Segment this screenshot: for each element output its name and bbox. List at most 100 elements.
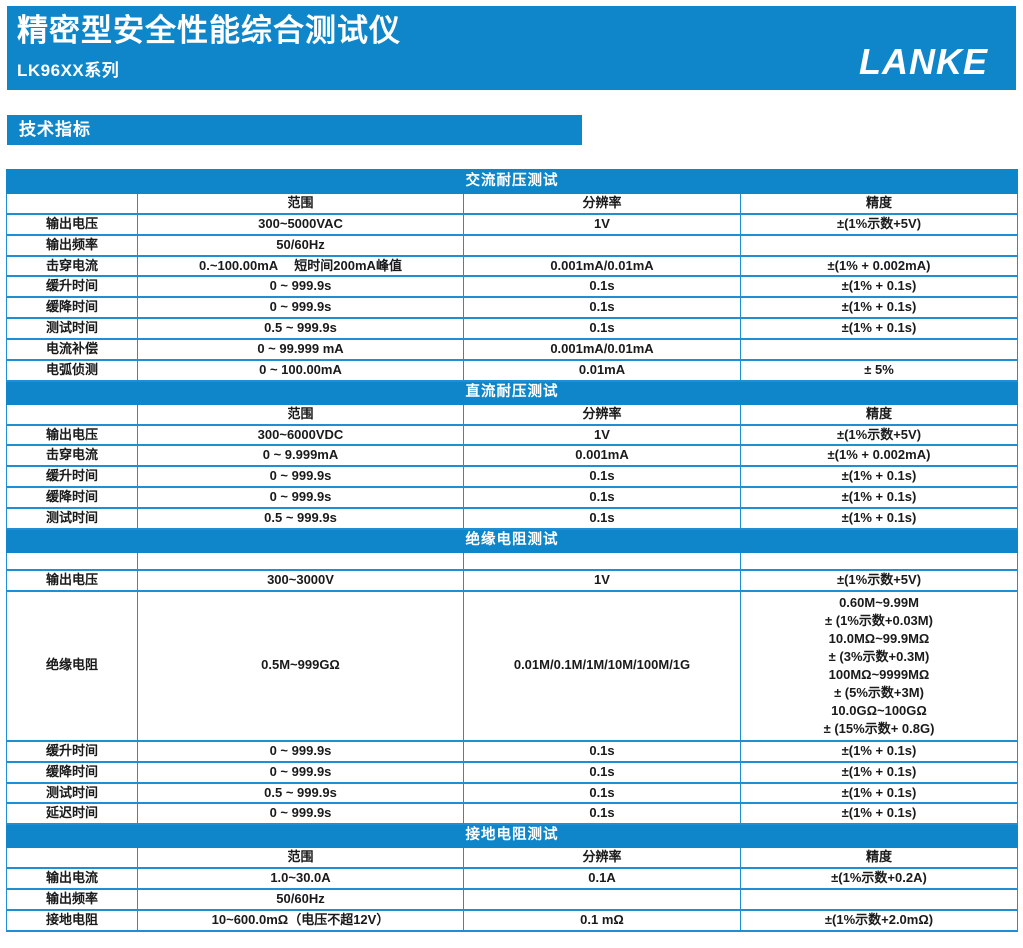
range-cell: 0 ~ 999.9s: [137, 802, 464, 826]
range-cell: 0 ~ 999.9s: [137, 465, 464, 489]
accuracy-cell: ±(1% + 0.1s): [740, 465, 1018, 489]
range-cell: 50/60Hz: [137, 233, 464, 257]
spec-row: 输出电流 1.0~30.0A 0.1A ±(1%示数+0.2A): [6, 867, 1018, 890]
spec-row: 输出频率 50/60Hz: [6, 887, 1018, 911]
accuracy-cell: ±(1% + 0.1s): [740, 317, 1018, 341]
column-header: [463, 550, 741, 571]
column-header: [6, 550, 138, 571]
spec-row: 测试时间 0.5 ~ 999.9s 0.1s ±(1% + 0.1s): [6, 781, 1018, 805]
resolution-cell: 0.1s: [463, 465, 741, 489]
row-label: 电弧侦测: [6, 358, 138, 382]
section-title: 接地电阻测试: [6, 823, 1018, 849]
accuracy-cell: ±(1% + 0.1s): [740, 781, 1018, 805]
column-header: 分辨率: [463, 191, 741, 215]
resolution-cell: 0.001mA/0.01mA: [463, 338, 741, 361]
section-band-row: 交流耐压测试: [6, 169, 1018, 194]
lanke-logo: LANKE: [859, 41, 988, 82]
header-banner: 精密型安全性能综合测试仪 LK96XX系列 LANKE: [7, 6, 1016, 90]
row-label: 输出电压: [6, 568, 138, 592]
range-cell: 0.5 ~ 999.9s: [137, 317, 464, 341]
row-label: 输出频率: [6, 887, 138, 911]
row-label: 输出电流: [6, 867, 138, 890]
spec-row: 缓降时间 0 ~ 999.9s 0.1s ±(1% + 0.1s): [6, 760, 1018, 784]
row-label: 击穿电流: [6, 444, 138, 468]
accuracy-cell: ±(1%示数+5V): [740, 568, 1018, 592]
resolution-cell: [463, 887, 741, 911]
row-label: 缓升时间: [6, 739, 138, 763]
row-label: 测试时间: [6, 781, 138, 805]
resolution-cell: 0.01M/0.1M/1M/10M/100M/1G: [463, 589, 741, 742]
column-header-row: 范围 分辨率 精度: [6, 846, 1018, 870]
section-header-tech-specs: 技术指标: [7, 115, 582, 145]
accuracy-cell: ±(1%示数+2.0mΩ): [740, 908, 1018, 932]
row-label: 测试时间: [6, 507, 138, 531]
accuracy-cell: [740, 338, 1018, 361]
column-header: 精度: [740, 191, 1018, 215]
spec-row: 绝缘电阻 0.5M~999GΩ 0.01M/0.1M/1M/10M/100M/1G 0…: [6, 589, 1018, 742]
accuracy-cell: ± 5%: [740, 358, 1018, 382]
spec-row: 击穿电流 0.~100.00mA 短时间200mA峰值 0.001mA/0.01mA…: [6, 254, 1018, 278]
resolution-cell: 0.1A: [463, 867, 741, 890]
accuracy-cell: ±(1%示数+0.2A): [740, 867, 1018, 890]
accuracy-cell: ±(1% + 0.002mA): [740, 254, 1018, 278]
spec-row: 缓升时间 0 ~ 999.9s 0.1s ±(1% + 0.1s): [6, 275, 1018, 299]
column-header: 精度: [740, 402, 1018, 426]
column-header: [6, 402, 138, 426]
accuracy-cell: 0.60M~9.99M ± (1%示数+0.03M) 10.0MΩ~99.9MΩ…: [740, 589, 1018, 742]
resolution-cell: 0.1s: [463, 739, 741, 763]
spec-row: 缓升时间 0 ~ 999.9s 0.1s ±(1% + 0.1s): [6, 739, 1018, 763]
resolution-cell: 1V: [463, 568, 741, 592]
range-cell: 0 ~ 999.9s: [137, 739, 464, 763]
accuracy-cell: ±(1% + 0.1s): [740, 802, 1018, 826]
spec-row: 输出电压 300~6000VDC 1V ±(1%示数+5V): [6, 423, 1018, 447]
resolution-cell: [463, 233, 741, 257]
row-label: 测试时间: [6, 317, 138, 341]
range-cell: 0 ~ 999.9s: [137, 296, 464, 320]
column-header: [6, 191, 138, 215]
row-label: 接地电阻: [6, 908, 138, 932]
accuracy-cell: ±(1% + 0.1s): [740, 739, 1018, 763]
section-band-row: 直流耐压测试: [6, 379, 1018, 405]
column-header: [137, 550, 464, 571]
spec-row: 延迟时间 0 ~ 999.9s 0.1s ±(1% + 0.1s): [6, 802, 1018, 826]
range-cell: 50/60Hz: [137, 887, 464, 911]
range-cell: 300~3000V: [137, 568, 464, 592]
accuracy-cell: ±(1%示数+5V): [740, 423, 1018, 447]
spec-row: 接地电阻 10~600.0mΩ（电压不超12V） 0.1 mΩ ±(1%示数+2.0m…: [6, 908, 1018, 932]
row-label: 输出电压: [6, 423, 138, 447]
accuracy-cell: ±(1% + 0.1s): [740, 275, 1018, 299]
spec-row: 击穿电流 0 ~ 9.999mA 0.001mA ±(1% + 0.002mA): [6, 444, 1018, 468]
row-label: 电流补偿: [6, 338, 138, 361]
row-label: 缓降时间: [6, 760, 138, 784]
column-header: 分辨率: [463, 846, 741, 870]
row-label: 缓升时间: [6, 275, 138, 299]
spec-row: 缓升时间 0 ~ 999.9s 0.1s ±(1% + 0.1s): [6, 465, 1018, 489]
row-label: 输出电压: [6, 212, 138, 236]
resolution-cell: 0.1 mΩ: [463, 908, 741, 932]
resolution-cell: 0.1s: [463, 760, 741, 784]
column-header-row: 范围 分辨率 精度: [6, 402, 1018, 426]
accuracy-cell: ±(1% + 0.1s): [740, 486, 1018, 510]
resolution-cell: 0.1s: [463, 781, 741, 805]
section-header-label: 技术指标: [19, 120, 91, 139]
resolution-cell: 1V: [463, 423, 741, 447]
column-header: [740, 550, 1018, 571]
column-header: [6, 846, 138, 870]
range-cell: 0 ~ 9.999mA: [137, 444, 464, 468]
column-header-row: 范围 分辨率 精度: [6, 191, 1018, 215]
accuracy-cell: ±(1% + 0.002mA): [740, 444, 1018, 468]
range-cell: 300~5000VAC: [137, 212, 464, 236]
page-title: 精密型安全性能综合测试仪: [17, 13, 401, 48]
spec-row: 输出频率 50/60Hz: [6, 233, 1018, 257]
row-label: 输出频率: [6, 233, 138, 257]
range-cell: 0 ~ 999.9s: [137, 486, 464, 510]
spec-row: 测试时间 0.5 ~ 999.9s 0.1s ±(1% + 0.1s): [6, 317, 1018, 341]
range-cell: 300~6000VDC: [137, 423, 464, 447]
section-title: 直流耐压测试: [6, 379, 1018, 405]
resolution-cell: 0.01mA: [463, 358, 741, 382]
accuracy-cell: [740, 233, 1018, 257]
page: 精密型安全性能综合测试仪 LK96XX系列 LANKE 技术指标 交流耐压测试范…: [0, 6, 1023, 948]
spec-row: 测试时间 0.5 ~ 999.9s 0.1s ±(1% + 0.1s): [6, 507, 1018, 531]
column-header: 分辨率: [463, 402, 741, 426]
spec-row: 电弧侦测 0 ~ 100.00mA 0.01mA ± 5%: [6, 358, 1018, 382]
